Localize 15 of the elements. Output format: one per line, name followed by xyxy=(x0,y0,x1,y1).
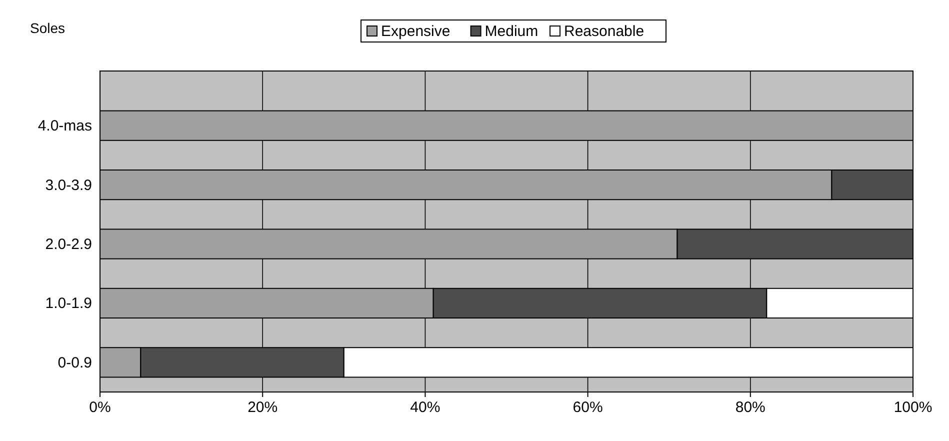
x-tick-label: 20% xyxy=(248,399,278,416)
y-tick-label: 2.0-2.9 xyxy=(45,236,92,253)
legend-label: Expensive xyxy=(381,23,450,40)
x-tick-label: 100% xyxy=(894,399,932,416)
x-tick-label: 0% xyxy=(89,399,111,416)
x-tick-label: 40% xyxy=(410,399,440,416)
legend-label: Reasonable xyxy=(564,23,644,40)
y-tick-label: 4.0-mas xyxy=(38,118,92,135)
legend-label: Medium xyxy=(484,23,538,40)
y-axis-title: Soles xyxy=(30,20,66,36)
y-tick-label: 1.0-1.9 xyxy=(45,295,92,312)
x-tick-label: 60% xyxy=(572,399,603,416)
y-tick-label: 0-0.9 xyxy=(58,354,92,372)
y-tick-label: 3.0-3.9 xyxy=(45,176,92,194)
x-tick-label: 80% xyxy=(735,399,766,416)
